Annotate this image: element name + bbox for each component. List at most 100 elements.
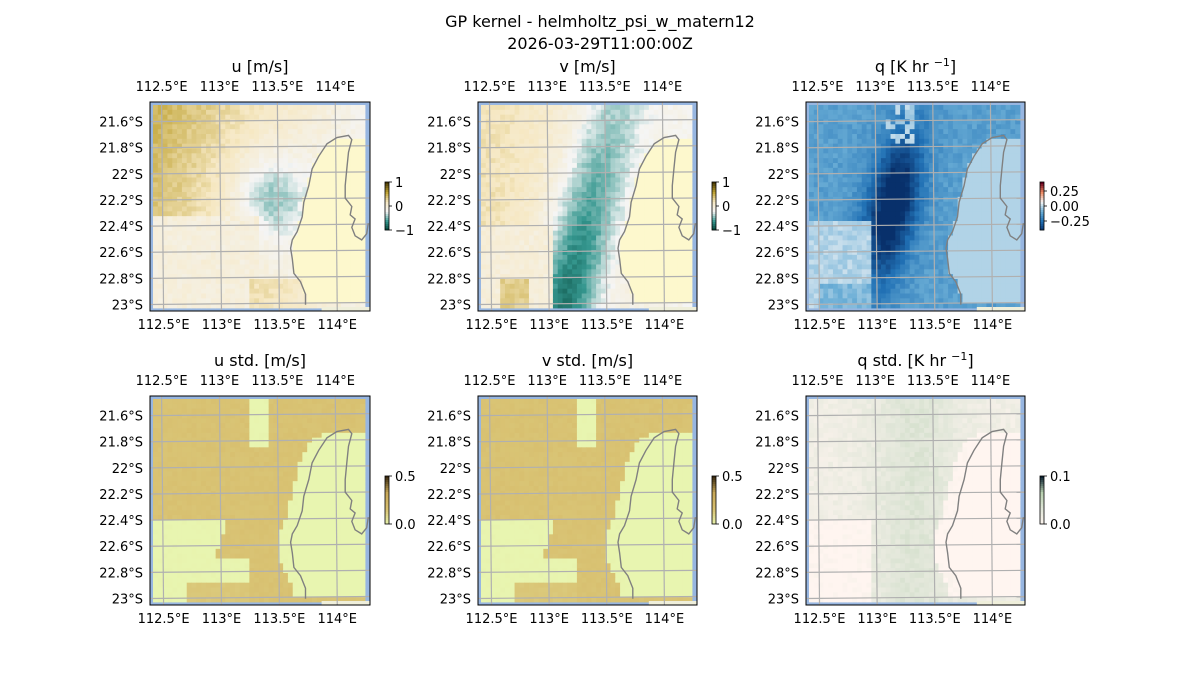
- raster-cell: [302, 206, 308, 212]
- raster-cell: [538, 288, 544, 294]
- raster-cell: [586, 172, 592, 178]
- raster-cell: [292, 293, 298, 299]
- raster-cell: [596, 114, 602, 120]
- raster-cell: [610, 303, 616, 309]
- raster-cell: [629, 124, 635, 130]
- raster-cell: [919, 221, 925, 227]
- raster-cell: [340, 245, 347, 251]
- raster-cell: [615, 303, 621, 309]
- raster-cell: [548, 279, 554, 285]
- raster-cell: [948, 134, 954, 140]
- raster-cell: [672, 114, 679, 120]
- raster-cell: [519, 119, 525, 125]
- raster-cell: [524, 269, 530, 275]
- raster-cell: [355, 163, 361, 169]
- raster-cell: [210, 187, 217, 193]
- raster-cell: [976, 216, 983, 222]
- raster-cell: [490, 124, 496, 130]
- raster-cell: [331, 158, 337, 164]
- raster-cell: [591, 264, 597, 270]
- raster-cell: [909, 211, 915, 217]
- raster-cell: [239, 148, 245, 154]
- raster-cell: [856, 124, 863, 130]
- raster-cell: [360, 230, 366, 236]
- raster-cell: [828, 201, 834, 207]
- raster-cell: [976, 124, 983, 130]
- x-tick-label-bottom: 114°E: [645, 318, 685, 333]
- raster-cell: [495, 172, 501, 178]
- raster-cell: [552, 134, 559, 140]
- raster-cell: [500, 192, 506, 198]
- raster-cell: [273, 240, 279, 246]
- raster-cell: [500, 143, 506, 149]
- raster-cell: [596, 163, 602, 169]
- raster-cell: [856, 230, 863, 236]
- raster-cell: [962, 134, 968, 140]
- raster-cell: [249, 163, 255, 169]
- raster-cell: [481, 192, 487, 198]
- raster-cell: [533, 109, 539, 116]
- raster-cell: [591, 163, 597, 169]
- raster-cell: [340, 158, 347, 164]
- raster-cell: [610, 163, 616, 169]
- raster-cell: [210, 119, 217, 125]
- raster-cell: [244, 283, 250, 290]
- raster-cell: [167, 211, 173, 217]
- raster-cell: [933, 216, 939, 222]
- raster-cell: [316, 196, 323, 203]
- raster-cell: [201, 259, 207, 265]
- raster-cell: [996, 172, 1002, 178]
- raster-cell: [943, 172, 949, 178]
- raster-cell: [663, 245, 669, 251]
- raster-cell: [254, 216, 260, 222]
- raster-cell: [682, 283, 688, 290]
- raster-cell: [162, 187, 168, 193]
- raster-cell: [600, 177, 607, 183]
- raster-cell: [581, 254, 587, 261]
- y-tick-label: 22.4°S: [427, 220, 471, 235]
- raster-cell: [962, 158, 968, 164]
- raster-cell: [576, 230, 583, 236]
- raster-cell: [186, 143, 192, 149]
- raster-cell: [278, 105, 284, 111]
- raster-cell: [895, 124, 901, 130]
- raster-cell: [481, 109, 487, 116]
- raster-cell: [340, 196, 347, 203]
- raster-cell: [576, 119, 583, 125]
- raster-cell: [485, 163, 491, 169]
- raster-cell: [672, 235, 679, 241]
- raster-cell: [500, 172, 506, 178]
- raster-cell: [952, 109, 959, 116]
- raster-cell: [239, 109, 245, 116]
- raster-cell: [581, 235, 587, 241]
- raster-cell: [672, 283, 679, 290]
- raster-cell: [504, 134, 511, 140]
- raster-cell: [615, 225, 621, 232]
- raster-cell: [490, 187, 496, 193]
- raster-cell: [249, 158, 255, 164]
- raster-cell: [1015, 114, 1021, 120]
- raster-cell: [842, 177, 848, 183]
- raster-cell: [852, 206, 858, 212]
- raster-cell: [316, 293, 323, 299]
- raster-cell: [880, 129, 887, 135]
- colorbar-segment: [385, 200, 389, 203]
- raster-cell: [596, 216, 602, 222]
- raster-cell: [278, 245, 284, 251]
- raster-cell: [538, 158, 544, 164]
- raster-cell: [485, 206, 491, 212]
- raster-cell: [500, 293, 506, 299]
- raster-cell: [668, 298, 674, 304]
- raster-cell: [904, 153, 911, 159]
- raster-cell: [576, 279, 583, 285]
- raster-cell: [634, 124, 640, 130]
- raster-cell: [340, 167, 347, 174]
- raster-cell: [576, 303, 583, 309]
- raster-cell: [514, 182, 520, 188]
- raster-cell: [244, 235, 250, 241]
- raster-cell: [861, 225, 867, 232]
- raster-cell: [943, 192, 949, 198]
- raster-cell: [495, 177, 501, 183]
- raster-cell: [687, 153, 693, 159]
- raster-cell: [596, 167, 602, 174]
